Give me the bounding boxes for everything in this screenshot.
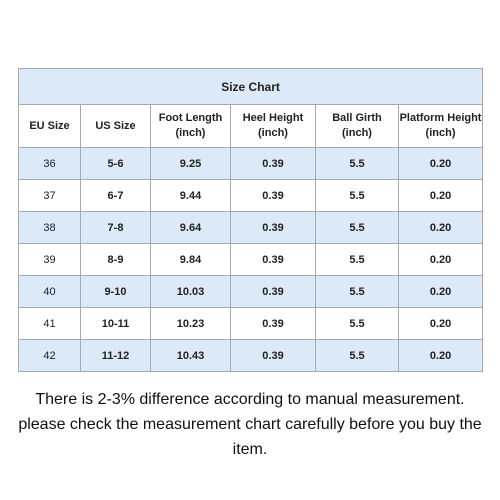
table-cell: 0.39 bbox=[230, 211, 316, 244]
table-cell: 0.39 bbox=[230, 243, 316, 276]
table-cell: 9.64 bbox=[150, 211, 231, 244]
table-cell: 11-12 bbox=[80, 339, 151, 372]
table-row: 40 9-10 10.03 0.39 5.5 0.20 bbox=[18, 275, 484, 308]
table-cell: 39 bbox=[18, 243, 81, 276]
table-cell: 42 bbox=[18, 339, 81, 372]
table-cell: 10.23 bbox=[150, 307, 231, 340]
size-table: Size Chart EU Size US Size Foot Length (in… bbox=[17, 68, 484, 372]
table-cell: 0.20 bbox=[397, 243, 484, 276]
table-cell: 0.39 bbox=[230, 275, 316, 308]
table-cell: 0.20 bbox=[397, 147, 484, 180]
table-row: 36 5-6 9.25 0.39 5.5 0.20 bbox=[18, 147, 484, 180]
table-cell: 0.39 bbox=[230, 179, 316, 212]
table-cell: 10-11 bbox=[80, 307, 151, 340]
table-cell: 7-8 bbox=[80, 211, 151, 244]
table-cell: 9.44 bbox=[150, 179, 231, 212]
table-cell: 5.5 bbox=[315, 211, 399, 244]
table-cell: 0.20 bbox=[397, 307, 484, 340]
table-cell: 36 bbox=[18, 147, 81, 180]
table-cell: 38 bbox=[18, 211, 81, 244]
table-cell: 9.84 bbox=[150, 243, 231, 276]
table-row: 41 10-11 10.23 0.39 5.5 0.20 bbox=[18, 307, 484, 340]
table-cell: 41 bbox=[18, 307, 81, 340]
column-header: Foot Length (inch) bbox=[150, 104, 231, 148]
table-cell: 5.5 bbox=[315, 275, 399, 308]
table-cell: 10.03 bbox=[150, 275, 231, 308]
table-cell: 0.20 bbox=[397, 339, 484, 372]
column-header: Heel Height (inch) bbox=[230, 104, 316, 148]
table-cell: 5.5 bbox=[315, 243, 399, 276]
table-body: Size Chart EU Size US Size Foot Length (in… bbox=[17, 68, 484, 372]
column-header: US Size bbox=[80, 104, 151, 148]
table-cell: 5.5 bbox=[315, 307, 399, 340]
table-cell: 37 bbox=[18, 179, 81, 212]
title-row: Size Chart bbox=[17, 68, 484, 105]
column-header: Ball Girth (inch) bbox=[315, 104, 399, 148]
table-cell: 0.39 bbox=[230, 307, 316, 340]
table-cell: 0.39 bbox=[230, 147, 316, 180]
table-cell: 0.39 bbox=[230, 339, 316, 372]
table-cell: 9-10 bbox=[80, 275, 151, 308]
table-row: 38 7-8 9.64 0.39 5.5 0.20 bbox=[18, 211, 484, 244]
notes: There is 2-3% difference according to ma… bbox=[0, 387, 500, 462]
table-cell: 5.5 bbox=[315, 179, 399, 212]
table-cell: 5.5 bbox=[315, 147, 399, 180]
column-header: EU Size bbox=[18, 104, 81, 148]
table-cell: 0.20 bbox=[397, 179, 484, 212]
table-cell: 0.20 bbox=[397, 211, 484, 244]
table-cell: 5.5 bbox=[315, 339, 399, 372]
table-cell: 40 bbox=[18, 275, 81, 308]
table-cell: 6-7 bbox=[80, 179, 151, 212]
note-line: please check the measurement chart caref… bbox=[18, 416, 482, 458]
table-cell: 8-9 bbox=[80, 243, 151, 276]
column-header: Platform Height (inch) bbox=[397, 104, 484, 148]
table-cell: 0.20 bbox=[397, 275, 484, 308]
table-cell: 5-6 bbox=[80, 147, 151, 180]
table-row: 37 6-7 9.44 0.39 5.5 0.20 bbox=[18, 179, 484, 212]
header-row: EU Size US Size Foot Length (inch) Heel Hei… bbox=[18, 104, 484, 148]
table-row: 42 11-12 10.43 0.39 5.5 0.20 bbox=[18, 339, 484, 372]
table-row: 39 8-9 9.84 0.39 5.5 0.20 bbox=[18, 243, 484, 276]
note-line: There is 2-3% difference according to ma… bbox=[35, 391, 465, 408]
table-cell: 10.43 bbox=[150, 339, 231, 372]
table-title: Size Chart bbox=[17, 68, 484, 105]
table-cell: 9.25 bbox=[150, 147, 231, 180]
